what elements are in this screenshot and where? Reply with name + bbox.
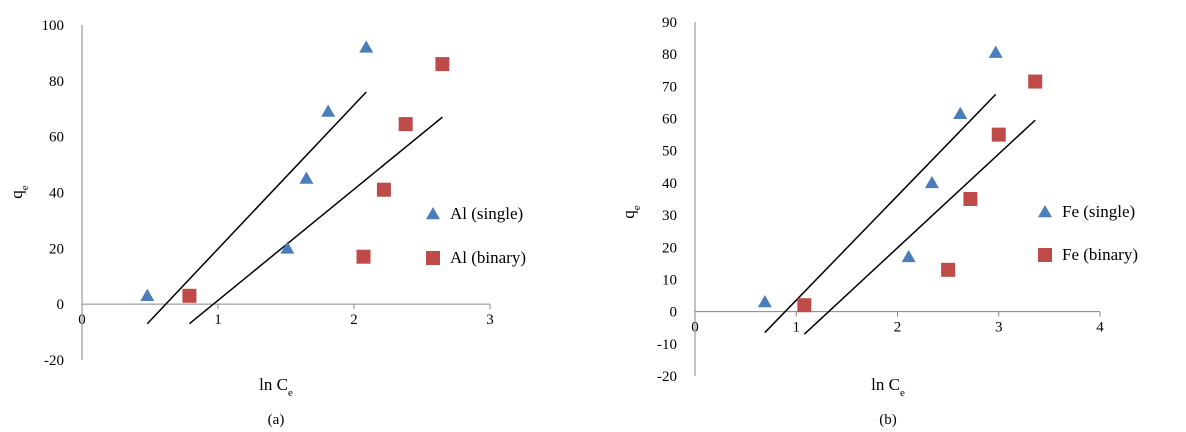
triangle-point [988,45,1003,58]
y-tick-label: 60 [49,130,64,146]
x-tick-label: 2 [894,320,902,336]
trend-line [146,91,367,325]
square-point [398,117,413,132]
square-point [991,127,1006,142]
legend-square-icon [1038,248,1052,262]
y-tick-label: 0 [670,305,678,321]
legend-label: Fe (single) [1062,202,1135,221]
y-tick-label: 100 [42,18,65,34]
square-point [376,182,391,197]
triangle-point [140,288,155,302]
y-tick-label: 90 [662,15,677,31]
square-point [356,249,371,264]
y-tick-label: -20 [44,353,64,369]
legend-label: Al (binary) [450,248,526,267]
square-point [797,298,812,313]
triangle-point [901,249,916,263]
triangle-point [953,106,968,119]
x-tick-label: 4 [1096,320,1104,336]
legend-triangle-icon [426,207,440,220]
y-tick-label: 50 [662,144,677,160]
square-point [963,192,978,206]
legend: Fe (single) Fe (binary) [1038,202,1138,264]
triangle-point [299,171,314,184]
y-tick-label: 80 [49,74,64,90]
triangle-point [280,241,295,254]
y-tick-label: 40 [49,186,64,202]
x-tick-label: 1 [214,312,222,328]
square-point [941,262,956,277]
y-tick-label: 20 [49,241,64,257]
legend-label: Al (single) [450,204,523,223]
triangle-point [757,294,772,308]
y-tick-label: 70 [662,79,677,95]
square-point [1028,74,1043,89]
square-point [435,57,450,72]
triangle-point [321,104,336,117]
x-tick-label: 3 [486,312,494,328]
y-tick-label: 20 [662,240,677,256]
x-axis-label: ln Ce [871,375,905,399]
y-tick-label: 0 [57,297,65,313]
panel-label: (b) [879,412,897,428]
x-tick-label: 1 [793,320,801,336]
trend-line [188,116,443,325]
square-point [182,288,197,303]
panel-label: (a) [268,412,285,428]
y-tick-label: -20 [657,369,677,385]
y-tick-label: 10 [662,272,677,288]
y-tick-label: 40 [662,176,677,192]
y-tick-label: -10 [657,337,677,353]
y-axis-label: qe [7,185,31,199]
trend-line [764,93,997,334]
y-tick-label: 80 [662,47,677,63]
y-axis-label: qe [619,205,643,219]
x-axis-label: ln Ce [259,375,293,399]
x-tick-label: 2 [350,312,358,328]
y-tick-label: 30 [662,208,677,224]
triangle-point [924,175,939,189]
x-tick-label: 3 [995,320,1003,336]
legend: Al (single) Al (binary) [426,204,526,267]
trend-line [803,119,1036,335]
legend-label: Fe (binary) [1062,245,1138,264]
legend-triangle-icon [1038,205,1052,218]
legend-square-icon [426,251,440,265]
y-tick-label: 60 [662,112,677,128]
triangle-point [359,40,374,53]
